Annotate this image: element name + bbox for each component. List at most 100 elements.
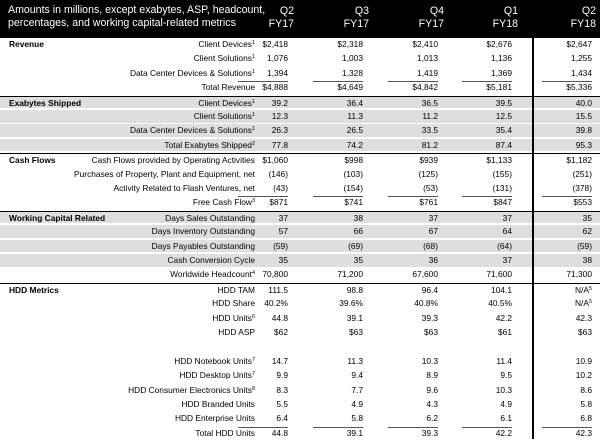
row-label: HDD Enterprise Units (174, 413, 255, 424)
value-cell: 66 (353, 226, 363, 237)
value-cell: (251) (572, 168, 592, 179)
total-rule (462, 81, 512, 83)
table-row: Activity Related to Flash Ventures, net (… (0, 182, 600, 195)
section-heading: HDD Metrics (9, 284, 59, 295)
value-cell: 8.9 (426, 370, 438, 381)
total-rule (388, 196, 438, 198)
value-cell: 10.3 (495, 384, 512, 395)
value-cell: 39.2 (271, 97, 288, 108)
value-cell: (69) (348, 240, 363, 251)
value-cell: N/A5 (574, 298, 592, 309)
value-cell: 15.5 (575, 111, 592, 121)
value-cell: 81.2 (421, 139, 438, 150)
row-label: HDD Units6 (212, 312, 255, 323)
value-cell: $4,649 (337, 82, 363, 93)
value-cell: 62 (582, 226, 592, 237)
value-cell: 10.9 (575, 355, 592, 366)
table-row: Total HDD Units 44.8 39.1 39.3 42.2 42.3 (0, 427, 600, 440)
table-row: Client Solutions1 1,076 1,003 1,013 1,136 1,2… (0, 52, 600, 65)
value-cell: 12.3 (271, 111, 288, 121)
value-cell: $939 (419, 155, 438, 166)
value-cell: 8.3 (276, 384, 288, 395)
value-cell: 12.5 (495, 111, 512, 121)
value-cell: $1,133 (486, 155, 512, 166)
table-row: Revenue Client Devices1 $2,418 $2,318 $2,410… (0, 38, 600, 51)
value-cell: $761 (419, 197, 438, 208)
row-label: Cash Conversion Cycle (167, 255, 255, 265)
row-label: Days Sales Outstanding (165, 212, 255, 223)
table-title: Amounts in millions, except exabytes, AS… (8, 4, 266, 29)
value-cell: 36 (428, 255, 438, 265)
table-row: Exabytes Shipped Client Devices1 39.2 36.4 3… (0, 95, 600, 109)
value-cell: 36.5 (421, 97, 438, 108)
value-cell: 1,328 (342, 67, 363, 78)
table-row: HDD Branded Units 5.5 4.9 4.3 4.9 5.8 (0, 398, 600, 411)
value-cell: 26.5 (346, 125, 363, 136)
total-rule (462, 426, 512, 428)
row-label: Total HDD Units (195, 427, 255, 438)
value-cell: 1,434 (571, 67, 592, 78)
value-cell: 11.2 (422, 111, 438, 121)
row-label: HDD Branded Units (181, 399, 255, 409)
row-label: Client Devices1 (198, 97, 255, 108)
row-label: Total Revenue (201, 82, 255, 93)
total-rule (542, 81, 592, 83)
value-cell: $2,410 (412, 39, 438, 49)
value-cell: $4,888 (262, 82, 288, 93)
value-cell: 37 (278, 212, 288, 223)
value-cell: 64 (502, 226, 512, 237)
section-heading: Cash Flows (9, 155, 56, 166)
total-rule (542, 196, 592, 198)
value-cell: 111.5 (268, 284, 288, 295)
table-row: Worldwide Headcount4 70,800 71,200 67,600 71… (0, 268, 600, 281)
value-cell: 4.3 (426, 399, 438, 409)
row-label: HDD TAM (217, 284, 255, 295)
column-divider (532, 0, 534, 439)
value-cell: 38 (582, 255, 592, 265)
value-cell: 37 (502, 255, 512, 265)
value-cell: 8.6 (580, 384, 592, 395)
value-cell: 40.8% (414, 298, 438, 309)
table-row: Cash Flows Cash Flows provided by Operati… (0, 153, 600, 166)
total-rule (238, 426, 288, 428)
value-cell: 33.5 (421, 125, 438, 136)
value-cell: (146) (268, 168, 288, 179)
row-label: Data Center Devices & Solutions1 (129, 67, 255, 78)
table-row: HDD Notebook Units7 14.7 11.3 10.3 11.4 10.9 (0, 355, 600, 368)
value-cell: 39.3 (421, 427, 438, 438)
row-label: HDD Share (212, 298, 255, 309)
total-rule (238, 81, 288, 83)
value-cell: 1,013 (417, 53, 438, 64)
row-label: Client Solutions1 (193, 53, 255, 64)
value-cell: $871 (269, 197, 288, 208)
value-cell: $2,647 (566, 39, 592, 49)
row-label: Days Inventory Outstanding (151, 226, 255, 237)
table-row: HDD Units6 44.8 39.1 39.3 42.2 42.3 (0, 312, 600, 325)
value-cell: 71,200 (337, 269, 363, 280)
value-cell: 9.4 (351, 370, 363, 381)
value-cell: 36.4 (346, 97, 363, 108)
total-rule (313, 196, 363, 198)
value-cell: 11.4 (496, 355, 512, 366)
value-cell: $2,418 (262, 39, 288, 49)
table-row: HDD Enterprise Units 6.4 5.8 6.2 6.1 6.8 (0, 412, 600, 425)
row-label: Free Cash Flow3 (192, 197, 255, 208)
row-label: HDD Notebook Units7 (174, 355, 255, 366)
value-cell: $741 (344, 197, 363, 208)
column-header: Q4 FY17 (418, 5, 444, 30)
row-label: Worldwide Headcount4 (170, 269, 255, 280)
value-cell: 39.3 (421, 312, 438, 323)
column-header: Q1 FY18 (492, 5, 518, 30)
value-cell: $2,676 (486, 39, 512, 49)
total-rule (313, 81, 363, 83)
value-cell: 35 (278, 255, 288, 265)
value-cell: 38 (353, 212, 363, 223)
value-cell: 6.2 (426, 413, 438, 424)
value-cell: 6.8 (580, 413, 592, 424)
value-cell: 37 (502, 212, 512, 223)
section-heading: Exabytes Shipped (9, 97, 82, 108)
value-cell: 1,419 (417, 67, 438, 78)
value-cell: 10.3 (421, 355, 438, 366)
value-cell: 67,600 (412, 269, 438, 280)
value-cell: 37 (428, 212, 438, 223)
